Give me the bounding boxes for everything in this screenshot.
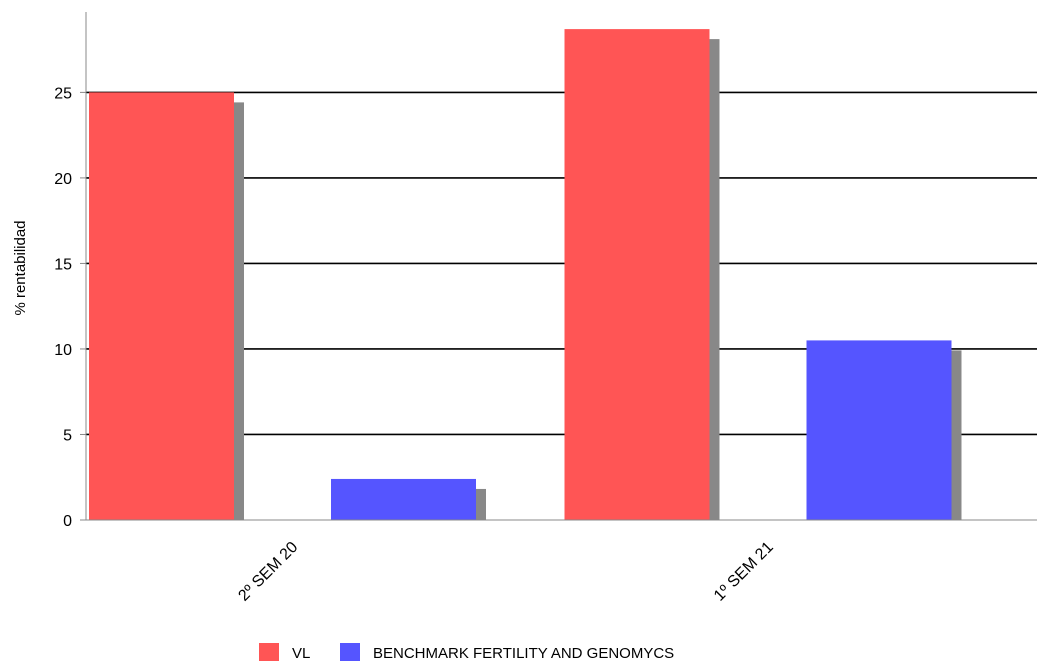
legend-label: VL: [292, 645, 310, 662]
legend-swatch: [340, 643, 360, 661]
bar-vl: [564, 29, 710, 521]
axes: [85, 12, 1037, 521]
y-tick-label: 20: [54, 171, 72, 188]
y-tick-label: 5: [63, 427, 72, 444]
legend-label: BENCHMARK FERTILITY AND GENOMYCS: [373, 645, 674, 662]
bars: [89, 29, 962, 521]
x-tick-label: 2º SEM 20: [235, 539, 301, 605]
legend: VL BENCHMARK FERTILITY AND GENOMYCS: [259, 643, 674, 662]
y-tick-label: 0: [63, 513, 72, 530]
y-tick-label: 10: [54, 342, 72, 359]
y-tick-label: 25: [54, 85, 72, 102]
x-tick-label: 1º SEM 21: [711, 539, 777, 605]
bar-benchmark: [806, 340, 952, 520]
legend-swatch: [259, 643, 279, 661]
y-tick-labels: 0 5 10 15 20 25: [54, 85, 86, 530]
y-axis-title: % rentabilidad: [12, 220, 29, 315]
x-tick-labels: 2º SEM 20 1º SEM 21: [235, 539, 776, 605]
bar-vl: [89, 92, 234, 521]
bar-benchmark: [331, 478, 476, 520]
y-tick-label: 15: [54, 256, 72, 273]
